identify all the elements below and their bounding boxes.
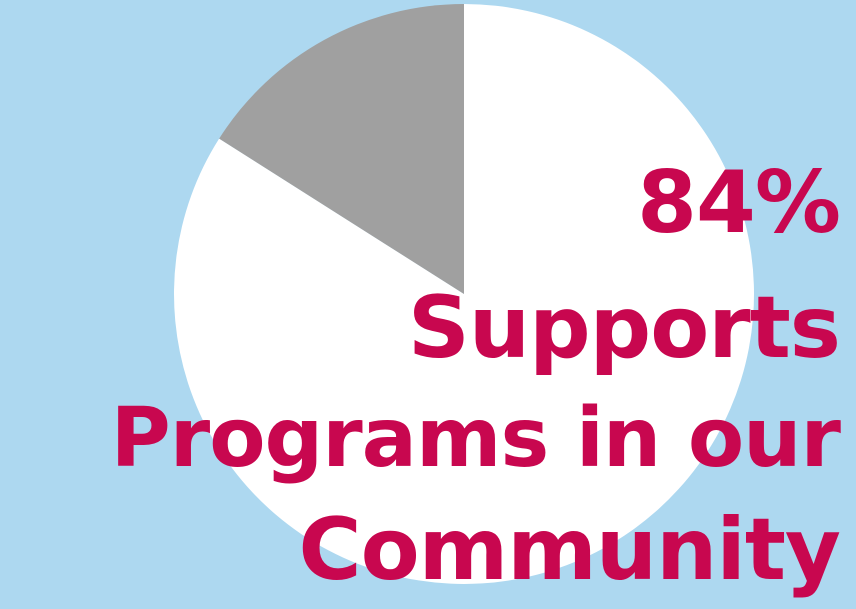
headline-line-2: Programs in our [110,391,841,486]
percent-value: 84% [637,153,841,253]
headline-line-3: Community [298,500,841,600]
pie-slice-1 [219,4,464,294]
pie-slices [173,4,754,584]
headline-line-1: Supports [407,278,841,378]
